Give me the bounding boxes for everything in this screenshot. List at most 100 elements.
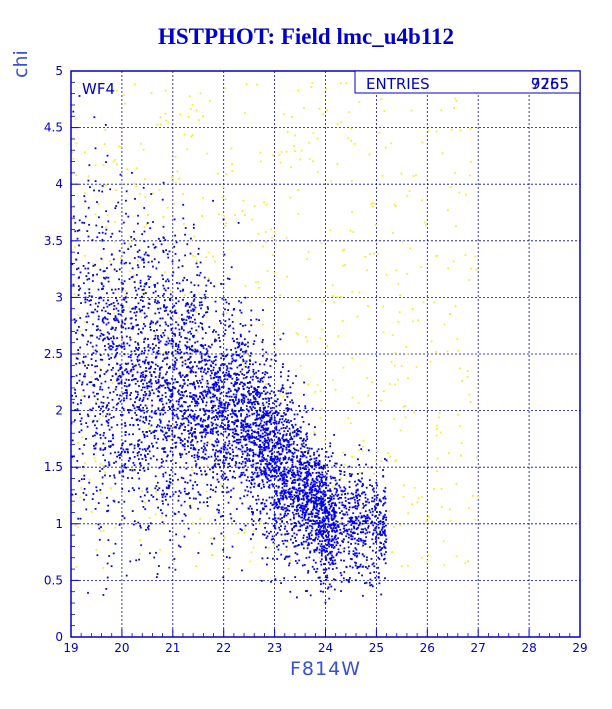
data-point xyxy=(192,371,195,374)
data-point xyxy=(341,501,344,504)
data-point xyxy=(187,358,189,361)
data-point xyxy=(344,496,347,499)
data-point xyxy=(316,529,318,531)
data-point xyxy=(178,259,181,262)
data-point xyxy=(164,387,167,389)
data-point xyxy=(214,371,217,374)
data-point xyxy=(137,440,140,442)
data-point xyxy=(354,532,356,534)
data-point xyxy=(300,498,303,500)
data-point xyxy=(293,418,296,420)
data-point xyxy=(307,522,309,524)
data-point xyxy=(276,494,279,497)
data-point xyxy=(118,524,121,526)
data-point xyxy=(262,339,264,341)
data-point xyxy=(268,532,270,535)
data-point xyxy=(224,456,227,459)
data-point xyxy=(364,496,367,499)
data-point xyxy=(272,490,275,493)
data-point xyxy=(260,460,262,463)
data-point xyxy=(259,459,261,462)
data-point xyxy=(220,470,223,472)
data-point xyxy=(364,517,367,520)
data-point xyxy=(427,554,430,557)
data-point xyxy=(254,389,257,392)
data-point xyxy=(144,450,147,452)
data-point xyxy=(240,474,242,476)
data-point xyxy=(315,496,318,498)
data-point xyxy=(248,438,251,440)
data-point xyxy=(252,396,255,398)
data-point xyxy=(354,564,357,567)
data-point xyxy=(289,434,291,436)
data-point xyxy=(121,406,124,409)
data-point xyxy=(194,400,196,403)
data-point xyxy=(121,327,124,330)
data-point xyxy=(124,440,127,443)
data-point xyxy=(284,556,287,559)
data-point xyxy=(295,449,298,451)
data-point xyxy=(86,343,88,346)
data-point xyxy=(175,381,178,383)
data-point xyxy=(171,429,173,432)
data-point xyxy=(105,420,108,422)
data-point xyxy=(362,520,364,523)
data-point xyxy=(236,449,239,451)
data-point xyxy=(209,438,212,441)
data-point xyxy=(269,502,272,505)
data-point xyxy=(74,118,77,120)
data-point xyxy=(189,441,192,444)
data-point xyxy=(259,471,262,474)
data-point xyxy=(322,537,325,539)
data-point xyxy=(236,403,239,405)
data-point xyxy=(96,365,98,368)
data-point xyxy=(126,371,128,374)
data-point xyxy=(458,191,461,194)
data-point xyxy=(180,404,183,407)
data-point xyxy=(329,513,331,516)
data-point xyxy=(75,258,78,261)
data-point xyxy=(263,473,266,476)
data-point xyxy=(166,487,168,489)
data-point xyxy=(236,338,238,340)
data-point xyxy=(364,500,367,503)
data-point xyxy=(376,496,378,499)
data-point xyxy=(175,359,178,361)
data-point xyxy=(242,422,244,425)
data-point xyxy=(77,526,79,528)
data-point xyxy=(209,496,212,498)
data-point xyxy=(271,439,273,442)
data-point xyxy=(113,319,116,322)
data-point xyxy=(227,370,230,373)
data-point xyxy=(177,354,180,357)
data-point xyxy=(454,305,457,308)
data-point xyxy=(211,554,214,556)
data-point xyxy=(124,434,127,436)
data-point xyxy=(279,502,281,505)
data-point xyxy=(86,413,89,416)
data-point xyxy=(204,389,206,392)
data-point xyxy=(400,365,403,367)
data-point xyxy=(227,478,229,481)
data-point xyxy=(286,425,288,428)
data-point xyxy=(380,542,382,544)
data-point xyxy=(256,472,259,474)
data-point xyxy=(138,451,140,453)
data-point xyxy=(422,301,425,304)
data-point xyxy=(218,449,221,452)
data-point xyxy=(186,384,189,387)
data-point xyxy=(297,500,299,503)
data-point xyxy=(192,310,195,312)
data-point xyxy=(332,547,335,549)
data-point xyxy=(117,201,120,204)
data-point xyxy=(175,441,178,444)
data-point xyxy=(305,461,308,464)
data-point xyxy=(206,505,209,507)
data-point xyxy=(157,380,160,383)
data-point xyxy=(251,437,254,439)
data-point xyxy=(85,329,88,331)
data-point xyxy=(169,399,172,402)
data-point xyxy=(210,428,212,431)
data-point xyxy=(162,493,165,496)
data-point xyxy=(322,466,325,469)
